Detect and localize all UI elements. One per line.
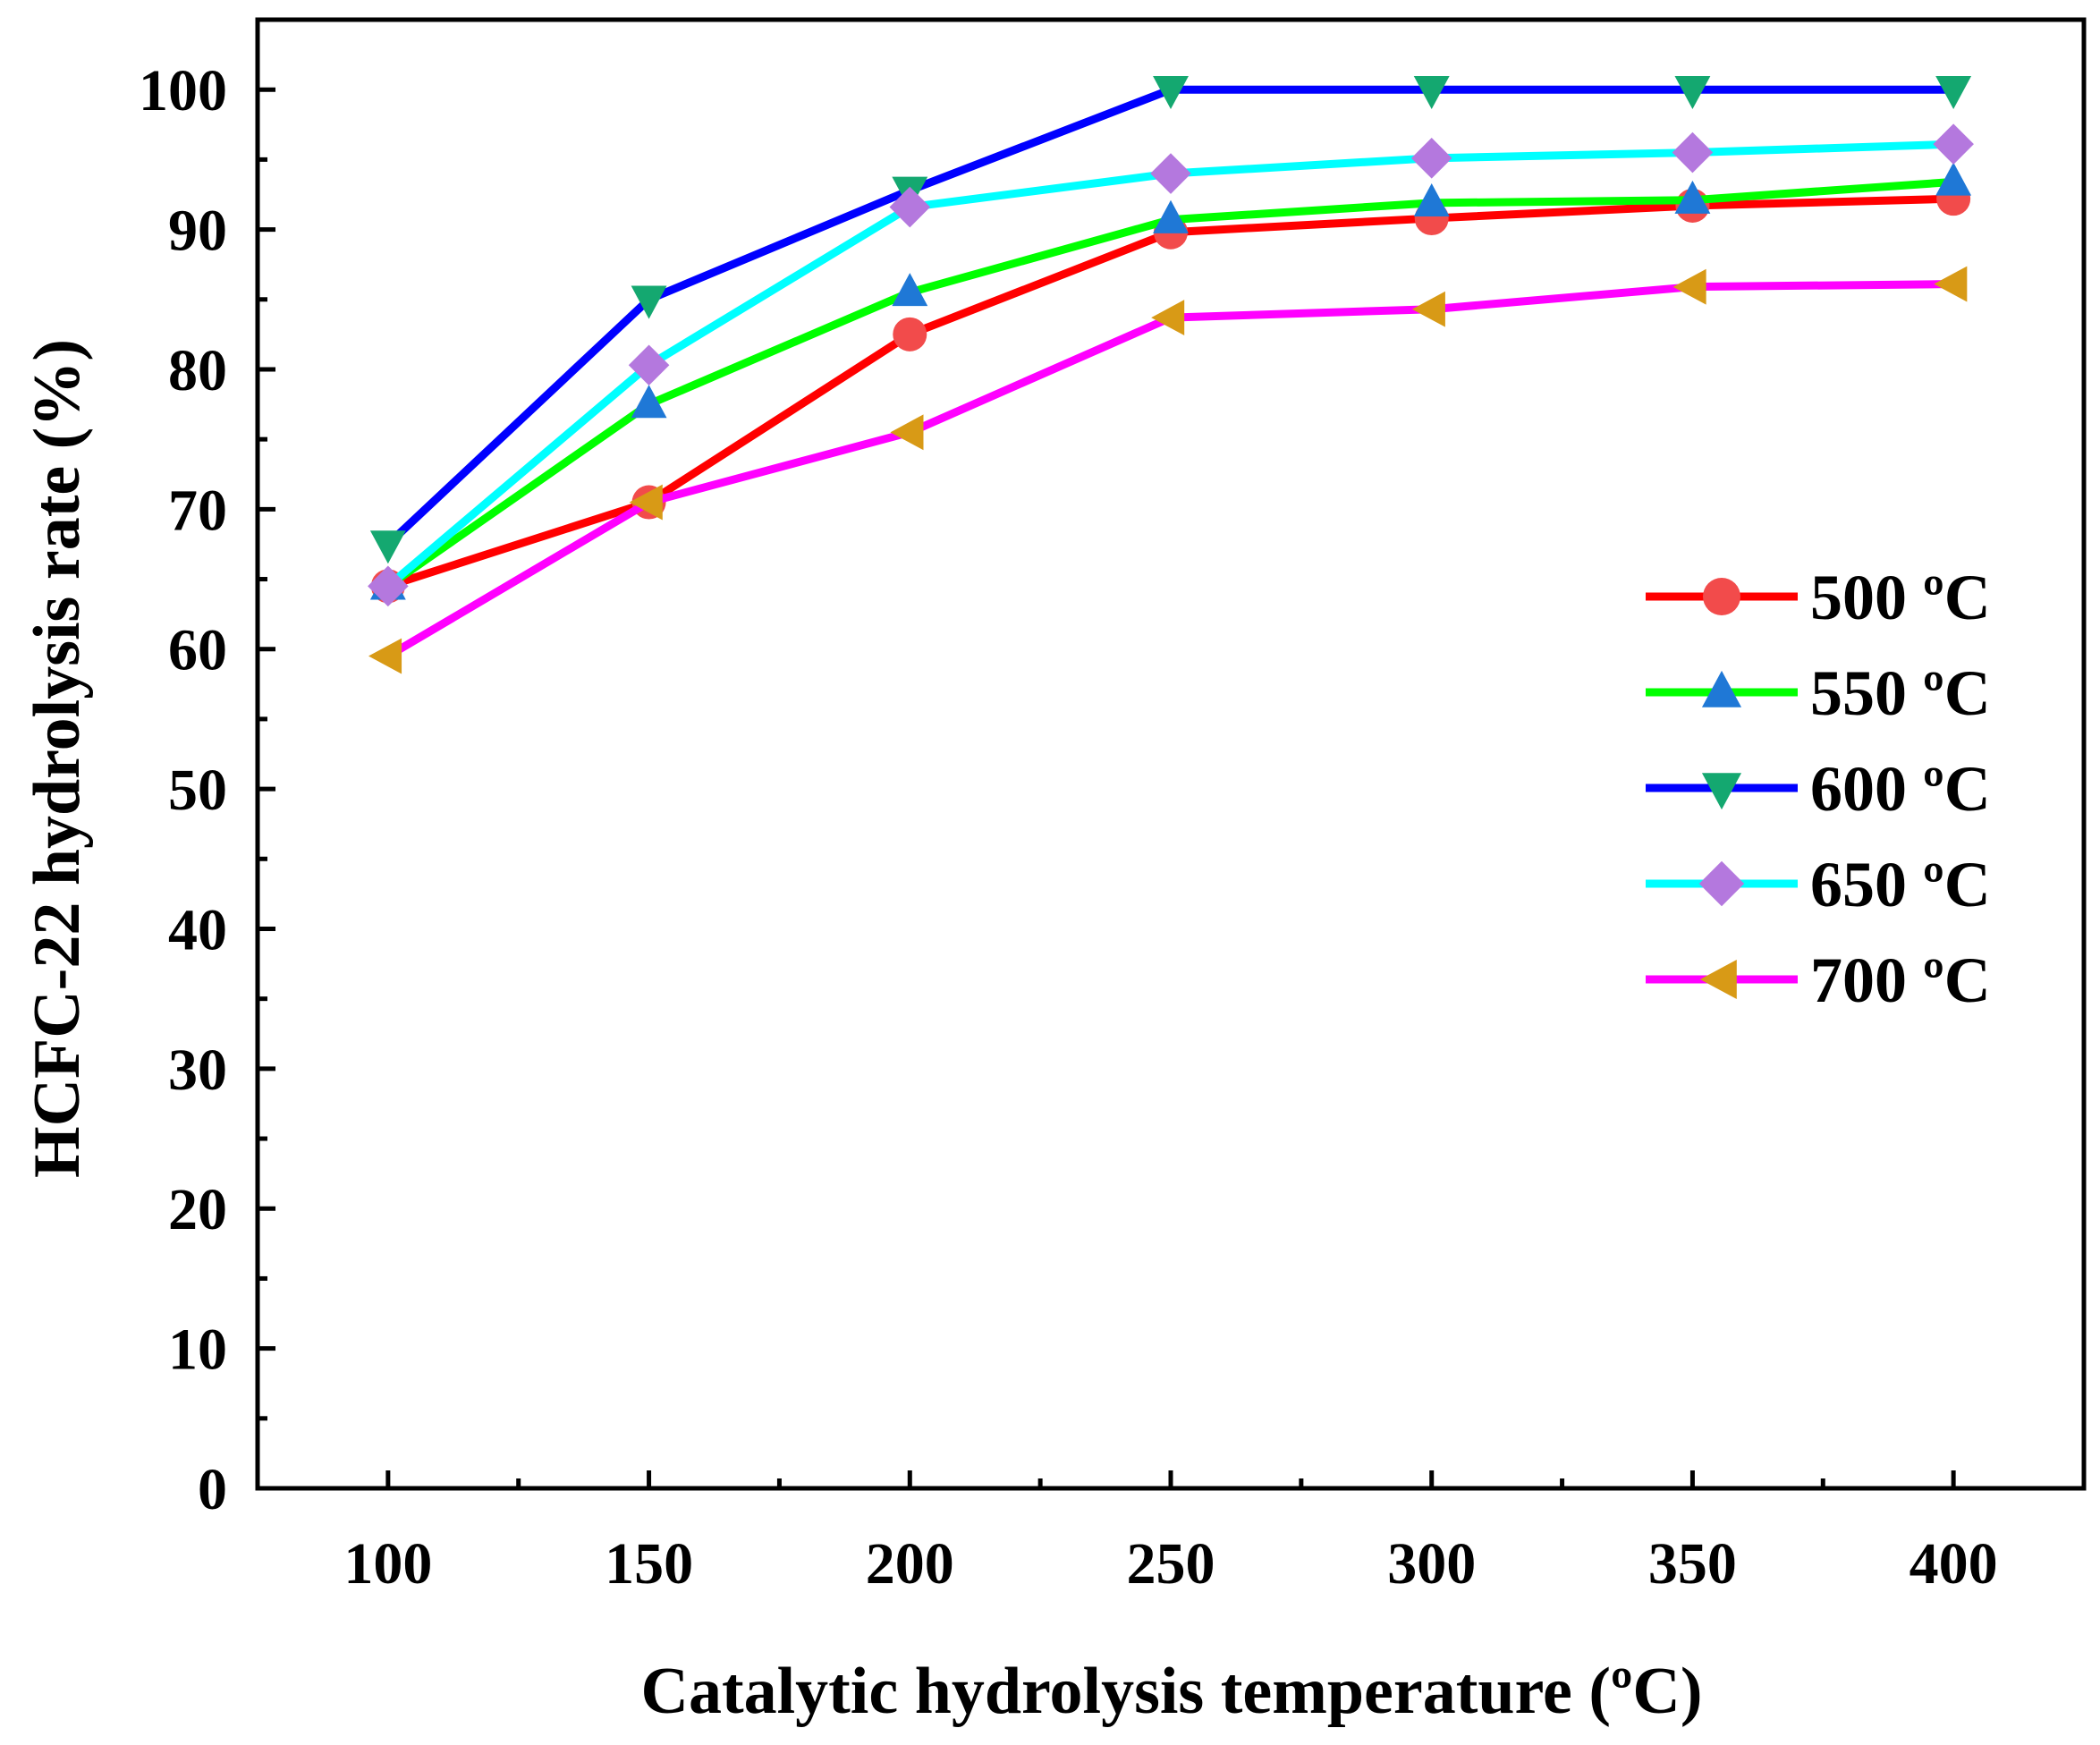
legend-item-2: 550 ºC — [1646, 657, 1991, 729]
data-point — [892, 273, 928, 307]
x-tick-label: 400 — [1909, 1531, 1998, 1597]
y-tick-label: 0 — [198, 1457, 227, 1522]
data-point — [1413, 75, 1450, 110]
data-point — [369, 530, 406, 564]
legend: 500 ºC 550 ºC 600 ºC 650 ºC 700 ºC — [1646, 562, 1991, 1016]
legend-marker — [1703, 578, 1740, 615]
data-point — [368, 565, 409, 607]
legend-label: 550 ºC — [1810, 657, 1991, 729]
legend-item-5: 700 ºC — [1646, 945, 1991, 1016]
data-point — [1410, 138, 1452, 179]
legend-marker — [1699, 959, 1737, 1000]
y-tick-label: 10 — [168, 1317, 227, 1383]
y-tick-label: 40 — [168, 897, 227, 962]
data-point — [1672, 131, 1714, 174]
data-point — [1933, 123, 1974, 165]
data-point — [1674, 75, 1711, 110]
legend-marker — [1698, 860, 1745, 907]
y-tick-label: 70 — [168, 478, 227, 543]
legend-marker — [1701, 773, 1742, 810]
legend-label: 650 ºC — [1810, 849, 1991, 920]
series-layer — [368, 75, 1974, 674]
data-point — [631, 385, 667, 419]
x-tick-label: 100 — [343, 1531, 432, 1597]
y-tick-label: 80 — [168, 338, 227, 403]
x-tick-label: 200 — [866, 1531, 954, 1597]
series-4 — [368, 123, 1974, 607]
data-point — [1672, 268, 1706, 305]
x-tick-label: 350 — [1648, 1531, 1737, 1597]
data-point — [1935, 162, 1972, 196]
data-point — [1934, 266, 1968, 302]
legend-label: 700 ºC — [1810, 945, 1991, 1016]
x-tick-label: 250 — [1127, 1531, 1215, 1597]
y-tick-label: 20 — [168, 1177, 227, 1242]
y-tick-label: 60 — [168, 618, 227, 683]
legend-item-1: 500 ºC — [1646, 562, 1991, 633]
data-point — [1153, 75, 1189, 110]
data-point — [889, 186, 931, 228]
data-point — [628, 344, 670, 386]
legend-label: 600 ºC — [1810, 753, 1991, 825]
data-point — [368, 638, 402, 674]
data-point — [1153, 199, 1189, 233]
data-point — [629, 484, 663, 521]
data-point — [1413, 183, 1450, 217]
data-point — [1150, 153, 1191, 194]
x-tick-label: 300 — [1387, 1531, 1476, 1597]
data-point — [631, 285, 667, 319]
data-point — [890, 414, 924, 451]
x-axis-title: Catalytic hydrolysis temperature (ºC) — [641, 1655, 1703, 1728]
data-point — [1411, 291, 1445, 327]
data-point — [1674, 180, 1711, 214]
legend-label: 500 ºC — [1810, 562, 1991, 633]
legend-marker — [1701, 670, 1742, 707]
data-point — [893, 317, 927, 352]
y-tick-label: 30 — [168, 1038, 227, 1103]
series-5 — [368, 266, 1968, 674]
legend-item-4: 650 ºC — [1646, 849, 1991, 920]
axes-layer: 100 150 200 250 300 350 400 0 10 20 30 40 50 60 70 80 90… — [139, 17, 2087, 1597]
y-tick-label: 90 — [168, 199, 227, 264]
data-point — [1151, 300, 1185, 336]
y-tick-label: 100 — [139, 58, 227, 123]
series-3 — [369, 75, 1972, 564]
x-tick-label: 150 — [605, 1531, 693, 1597]
series-2 — [369, 162, 1972, 600]
y-axis-title: HCFC-22 hydrolysis rate (%) — [21, 339, 94, 1178]
legend-item-3: 600 ºC — [1646, 753, 1991, 825]
data-point — [1935, 75, 1972, 110]
y-tick-label: 50 — [168, 758, 227, 823]
